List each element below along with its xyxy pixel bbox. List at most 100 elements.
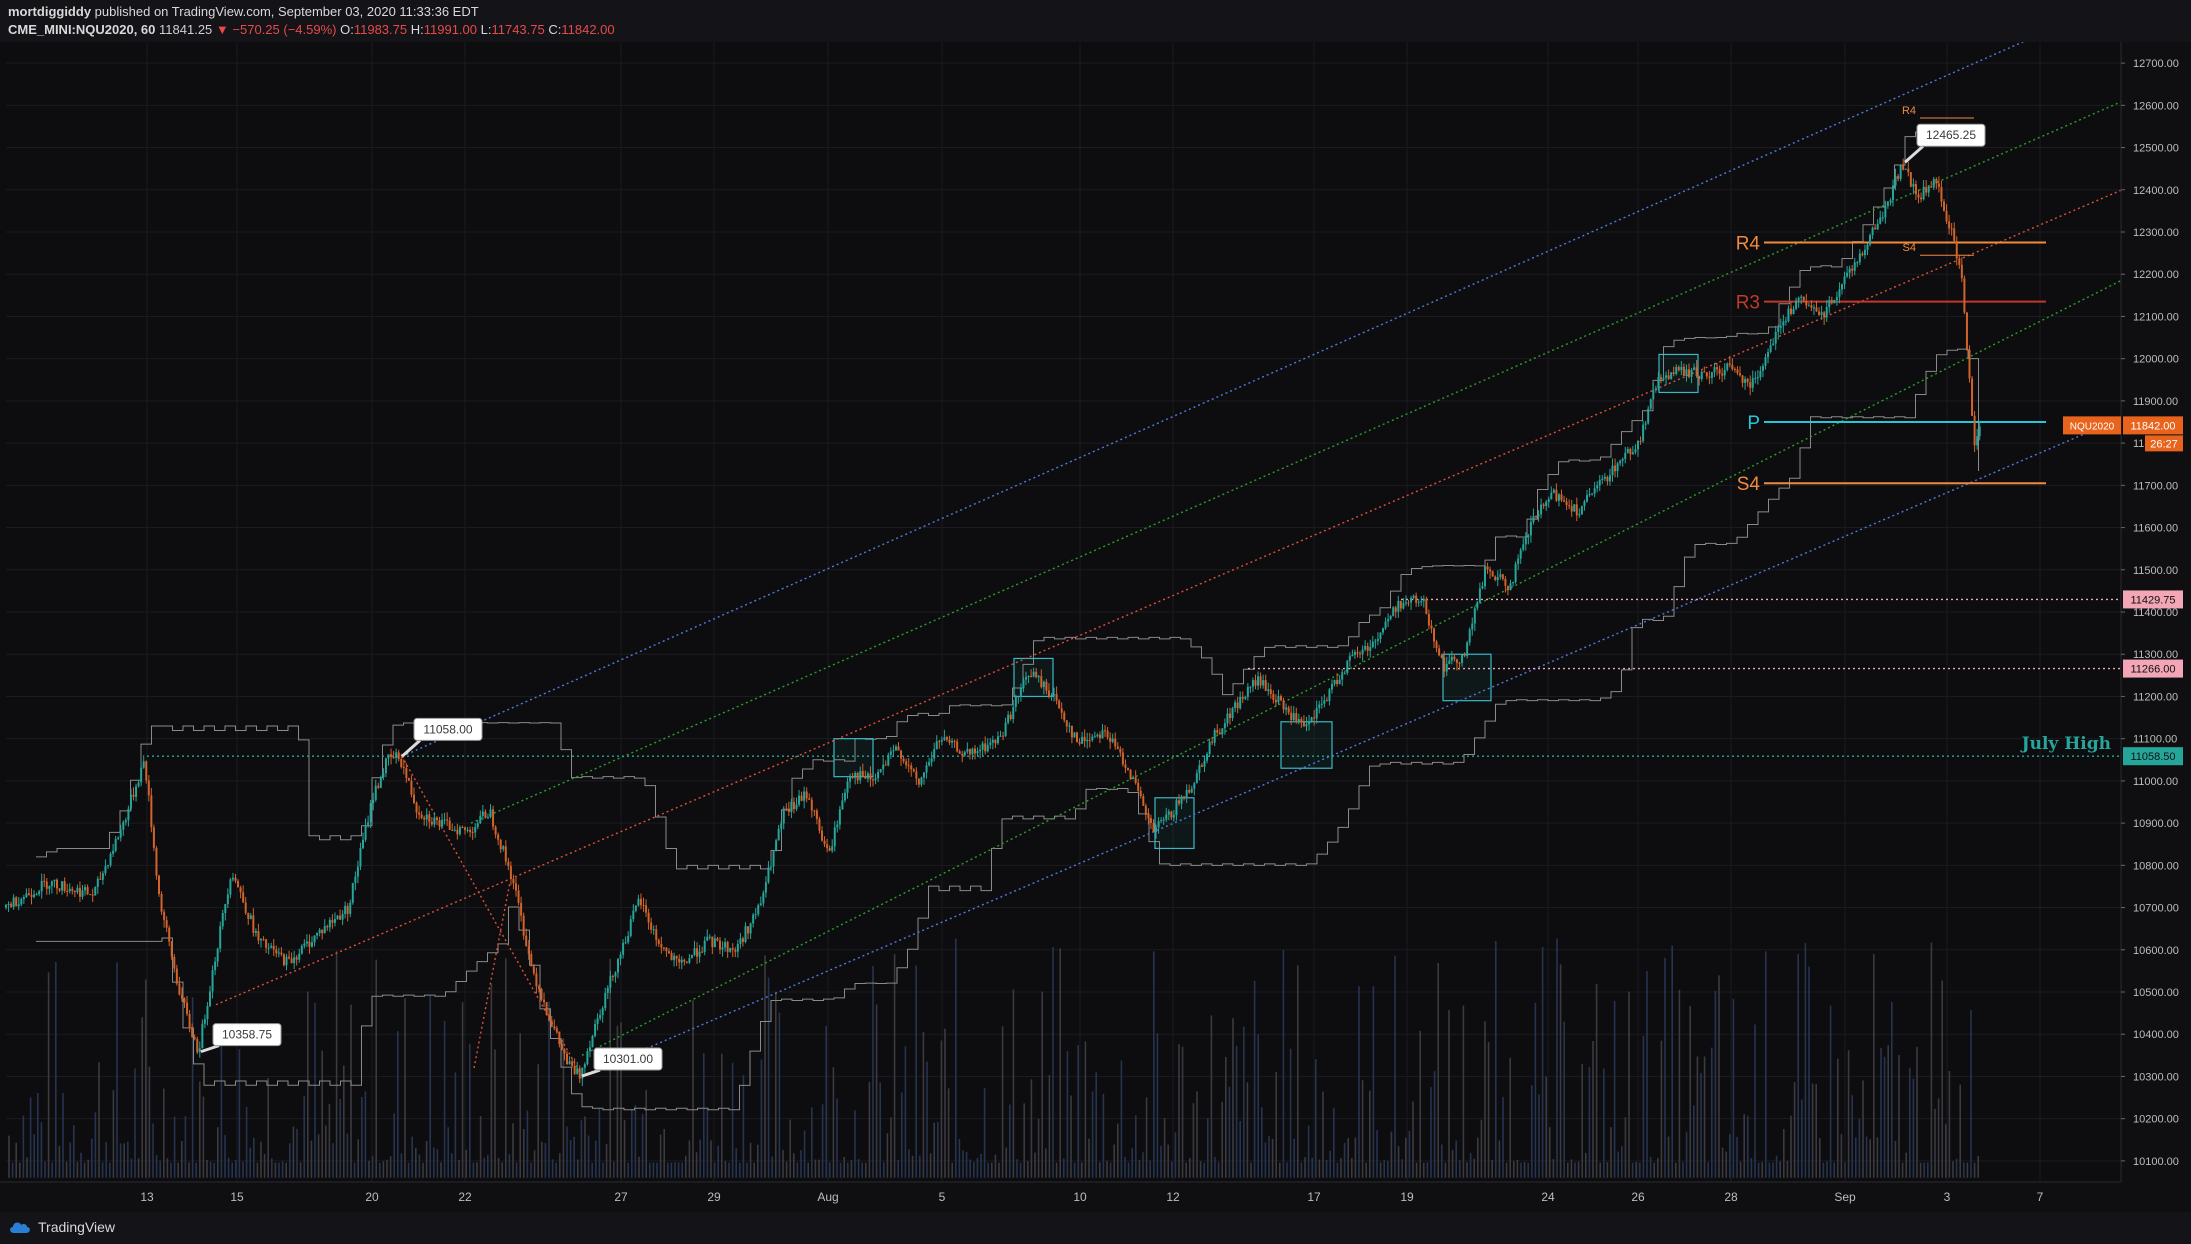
- volume-bar: [443, 1020, 446, 1178]
- symbol-name[interactable]: CME_MINI:NQU2020, 60: [8, 22, 156, 37]
- candle-body: [497, 834, 500, 840]
- volume-bar: [1369, 1090, 1371, 1178]
- volume-bar: [1707, 1162, 1709, 1178]
- volume-bar: [562, 1038, 565, 1178]
- candle-body: [237, 880, 240, 888]
- candle-body: [1195, 773, 1198, 784]
- x-tick-label: 28: [1724, 1190, 1738, 1204]
- x-tick-label: 19: [1400, 1190, 1414, 1204]
- candle-body: [1524, 537, 1527, 545]
- candle-body: [456, 829, 459, 835]
- x-tick-label: 5: [939, 1190, 946, 1204]
- candle-body: [341, 914, 344, 920]
- candle-body: [1427, 613, 1430, 626]
- candle-body: [731, 948, 734, 950]
- candle-body: [706, 936, 709, 941]
- candle-body: [1580, 506, 1583, 515]
- candle-body: [1129, 769, 1132, 780]
- tradingview-logo[interactable]: TradingView: [8, 1219, 115, 1235]
- candle-body: [10, 903, 13, 907]
- volume-bar: [1088, 1138, 1090, 1178]
- volume-bar: [674, 1162, 676, 1178]
- price-chart[interactable]: July High R4 R3 P S4 R4 S4 10358.75 11058.00 1030…: [0, 42, 2191, 1212]
- candle-body: [140, 767, 143, 783]
- candle-body: [1032, 671, 1035, 677]
- candle-body: [1218, 732, 1221, 734]
- candle-body: [1759, 370, 1762, 378]
- volume-bar: [1318, 1159, 1321, 1178]
- candle-body: [1792, 308, 1795, 314]
- volume-bar: [883, 1162, 885, 1178]
- volume-bar: [1351, 1158, 1353, 1178]
- candle-body: [1818, 311, 1821, 315]
- volume-bar: [1790, 1115, 1792, 1178]
- volume-bar: [33, 1134, 35, 1178]
- candle-body: [221, 912, 224, 927]
- volume-bar: [551, 1159, 554, 1178]
- volume-bar: [1459, 1160, 1461, 1178]
- candle-body: [1137, 782, 1140, 791]
- volume-bar: [760, 1059, 763, 1178]
- candle-body: [1262, 680, 1265, 686]
- candle-body: [1647, 408, 1650, 424]
- volume-bar: [1768, 1162, 1771, 1178]
- candle-body: [1361, 649, 1364, 655]
- candle-body: [216, 948, 219, 962]
- candle-body: [1203, 760, 1206, 767]
- x-tick-label: 3: [1944, 1190, 1951, 1204]
- volume-bar: [353, 1162, 356, 1178]
- candle-body: [1960, 264, 1963, 279]
- candle-body: [1042, 681, 1045, 688]
- volume-bar: [1419, 1030, 1421, 1178]
- candle-body: [1109, 737, 1112, 742]
- candle-body: [1823, 312, 1826, 318]
- candle-body: [1721, 373, 1724, 376]
- swing-label-box: [212, 1023, 282, 1047]
- candle-body: [1812, 307, 1815, 309]
- candle-body: [464, 827, 466, 830]
- candle-body: [1871, 227, 1874, 235]
- candle-body: [229, 879, 232, 895]
- candle-body: [685, 961, 688, 963]
- candle-body: [94, 886, 97, 896]
- volume-bar: [141, 1017, 143, 1178]
- volume-bar: [1340, 1158, 1342, 1178]
- volume-bar: [728, 1162, 730, 1178]
- swing-label-text: 10301.00: [603, 1052, 653, 1066]
- candle-body: [303, 943, 306, 946]
- volume-bar: [1801, 1099, 1803, 1178]
- candle-body: [604, 992, 607, 1009]
- candle-body: [1323, 700, 1326, 704]
- volume-bar: [105, 1141, 107, 1178]
- volume-bar: [541, 1141, 543, 1178]
- candle-body: [1180, 796, 1183, 804]
- candle-body: [688, 958, 691, 963]
- volume-bar: [641, 1114, 644, 1178]
- candles: [5, 158, 1981, 1087]
- candle-body: [1688, 369, 1690, 377]
- candle-body: [295, 957, 298, 960]
- volume-bar: [188, 1162, 190, 1178]
- candle-body: [471, 832, 474, 834]
- volume-bar: [11, 1162, 14, 1178]
- candle-body: [818, 818, 821, 831]
- author-name[interactable]: mortdiggiddy: [8, 4, 92, 19]
- y-tick-label: 12300.00: [2133, 227, 2179, 239]
- candle-body: [1596, 485, 1599, 489]
- candle-body: [1308, 721, 1311, 725]
- y-tick-label: 11700.00: [2133, 480, 2178, 492]
- candle-body: [1076, 732, 1078, 743]
- candle-body: [958, 751, 961, 754]
- candle-body: [339, 915, 342, 920]
- candle-body: [1739, 373, 1741, 376]
- candle-body: [780, 823, 783, 829]
- volume-bar: [220, 1024, 223, 1178]
- candle-body: [209, 991, 211, 1007]
- candle-body: [996, 736, 999, 744]
- candle-body: [1425, 598, 1428, 614]
- candle-body: [1045, 681, 1048, 691]
- volume-bar: [357, 1139, 359, 1178]
- candle-body: [846, 781, 849, 793]
- volume-bar: [746, 1162, 748, 1178]
- candle-body: [267, 947, 270, 949]
